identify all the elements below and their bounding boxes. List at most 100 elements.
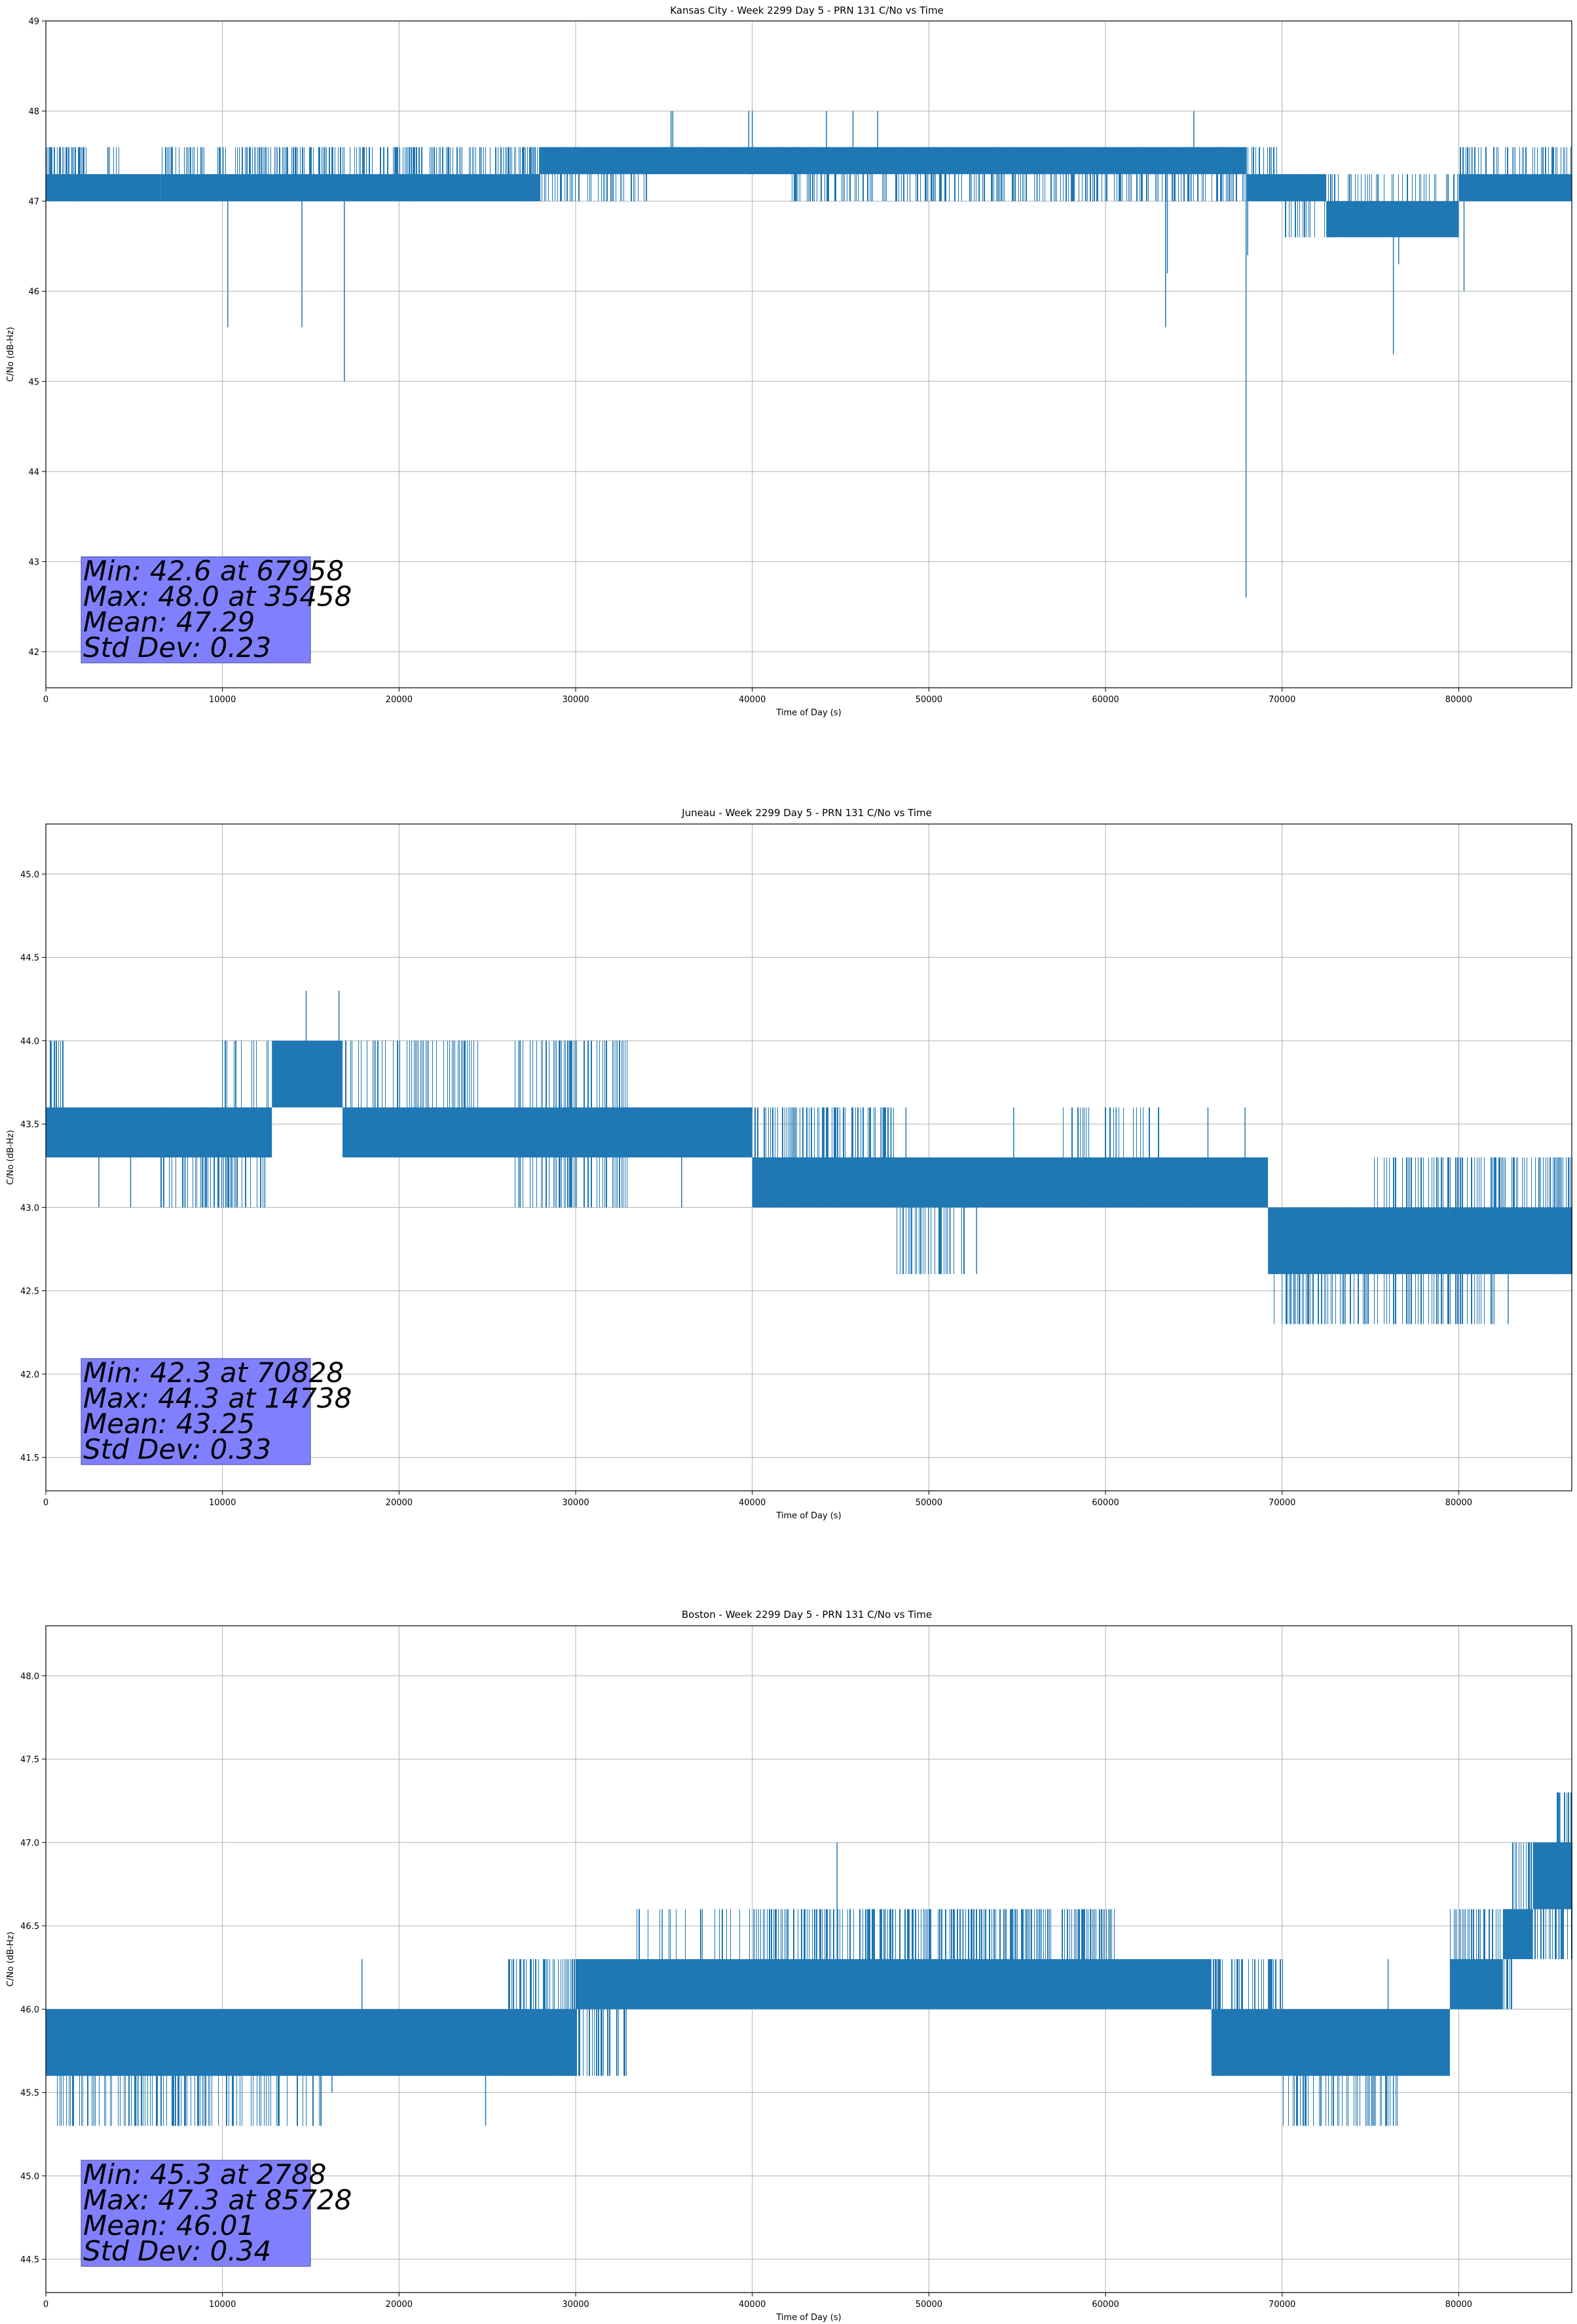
series-flicker [753,1909,1115,2010]
x-tick-label: 70000 [1269,695,1295,705]
series-flicker [222,1040,269,1157]
series-flicker [328,2009,573,2076]
y-tick-label: 48 [28,107,39,117]
series-band [576,1959,1212,2010]
series-flicker [1374,1157,1494,1324]
y-tick-label: 43 [28,557,39,567]
x-tick-label: 30000 [562,2300,589,2310]
series-flicker [57,2009,322,2126]
series-flicker [1460,147,1571,202]
x-tick-label: 30000 [562,1498,589,1508]
x-tick-label: 60000 [1092,695,1119,705]
series-flicker [162,147,540,202]
plot-area-frame [45,1625,1572,2293]
y-tick-label: 48.0 [20,1672,39,1681]
y-tick-label: 42 [28,648,39,658]
series-flicker [107,147,119,202]
y-tick-label: 45.5 [20,2089,39,2099]
x-tick-label: 20000 [386,2300,413,2310]
series-flicker [1274,1207,1369,1324]
series-flicker [514,147,647,202]
x-tick-label: 40000 [739,2300,766,2310]
y-tick-label: 41.5 [20,1453,39,1463]
series-band [1268,1207,1450,1275]
series-flicker [1213,1959,1283,2076]
series-flicker [897,1157,965,1275]
series-flicker [1398,2009,1449,2076]
y-tick-label: 46.5 [20,1922,39,1932]
series-flicker [1557,1792,1572,1909]
plot-area-frame [45,823,1572,1491]
stat-std-dev: Std Dev: 0.34 [83,2235,271,2267]
y-tick-label: 46 [28,288,39,297]
series-band [1246,174,1327,202]
series-band [1326,201,1459,238]
chart-kansas-city: Kansas City - Week 2299 Day 5 - PRN 131 … [6,5,1572,718]
series-flicker [1248,147,1277,202]
stat-mean: Mean: 47.29 [83,606,255,638]
y-axis-label: C/No (dB-Hz) [6,1932,16,1987]
x-axis-label: Time of Day (s) [775,1511,841,1521]
x-tick-label: 60000 [1092,1498,1119,1508]
series-flicker [647,147,788,174]
x-tick-label: 0 [43,2300,48,2310]
series-flicker [46,147,86,202]
stat-min: Min: 42.6 at 67958 [83,555,344,587]
x-axis-label: Time of Day (s) [775,708,841,718]
stats-box: Min: 42.3 at 70828 Max: 44.3 at 14738 Me… [81,1357,352,1465]
series-band [46,2009,576,2076]
series-flicker [1116,1959,1216,2010]
y-tick-label: 45 [28,377,39,387]
y-axis-label: C/No (dB-Hz) [6,1130,16,1185]
y-tick-label: 44.5 [20,2255,39,2265]
x-tick-label: 20000 [386,1498,413,1508]
x-tick-label: 50000 [916,695,942,705]
series-flicker [508,1959,627,2076]
stat-min: Min: 42.3 at 70828 [83,1357,344,1389]
chart-title: Kansas City - Week 2299 Day 5 - PRN 131 … [670,5,944,16]
x-tick-label: 80000 [1445,1498,1472,1508]
series-band [46,1107,272,1157]
x-tick-label: 10000 [209,695,236,705]
y-tick-label: 42.0 [20,1370,39,1380]
series-flicker [1338,174,1458,238]
x-tick-label: 50000 [916,2300,942,2310]
stat-max: Max: 48.0 at 35458 [83,580,352,612]
x-tick-label: 10000 [209,1498,236,1508]
stats-box: Min: 42.6 at 67958 Max: 48.0 at 35458 Me… [81,555,352,664]
series-band [1449,1207,1572,1275]
stat-mean: Mean: 43.25 [83,1408,255,1440]
series-flicker [633,1107,750,1157]
x-tick-label: 40000 [739,695,766,705]
x-tick-label: 0 [43,695,48,705]
x-tick-label: 40000 [739,1498,766,1508]
stat-max: Max: 44.3 at 14738 [83,1382,352,1414]
series-flicker [1450,1909,1512,2010]
x-tick-label: 10000 [209,2300,236,2310]
series-flicker [1063,1107,1159,1208]
chart-boston: Boston - Week 2299 Day 5 - PRN 131 C/No … [6,1609,1572,2323]
series-flicker [1283,2009,1398,2126]
series-flicker [1285,174,1335,238]
x-tick-label: 20000 [386,695,413,705]
x-tick-label: 70000 [1269,1498,1295,1508]
y-tick-label: 49 [28,17,39,27]
plot-area-frame [45,20,1572,688]
series-flicker [515,1040,627,1208]
stat-max: Max: 47.3 at 85728 [83,2184,352,2216]
stat-min: Min: 45.3 at 2788 [83,2158,326,2190]
series-flicker [1512,1842,1572,1959]
chart-juneau: Juneau - Week 2299 Day 5 - PRN 131 C/No … [6,807,1572,1521]
y-tick-label: 46.0 [20,2005,39,2015]
x-axis-label: Time of Day (s) [775,2313,841,2323]
x-tick-label: 70000 [1269,2300,1295,2310]
series-band [1211,2009,1450,2076]
y-tick-label: 44 [28,468,39,478]
x-tick-label: 60000 [1092,2300,1119,2310]
series-flicker [792,147,1244,202]
stat-mean: Mean: 46.01 [83,2209,255,2241]
y-tick-label: 43.0 [20,1203,39,1213]
series-band [343,1107,752,1157]
series-flicker [637,1909,750,2010]
